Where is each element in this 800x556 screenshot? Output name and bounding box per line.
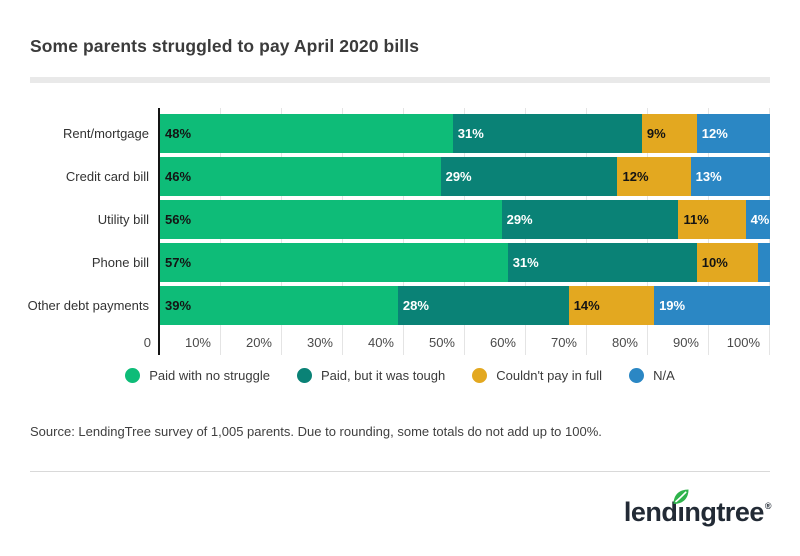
bar-value-label: 4% [750,212,770,227]
bar-segment: 12% [696,114,770,153]
bar-segment: 56% [160,200,502,239]
bar-value-label: 46% [165,169,192,184]
bar-value-label: 39% [165,298,192,313]
bar-segment: 13% [690,157,770,196]
bar-segment: 11% [678,200,746,239]
x-axis-tick-label: 70% [550,334,577,350]
x-axis-tick-label: 20% [245,334,272,350]
title-divider [30,77,770,83]
bar-value-label: 19% [659,298,686,313]
chart-title: Some parents struggled to pay April 2020… [30,36,420,56]
bar-value-label: 9% [646,126,666,141]
bar-segment: 9% [641,114,697,153]
legend-item: Paid, but it was tough [296,368,446,383]
legend-label: Paid with no struggle [149,368,270,383]
category-label: Credit card bill [65,169,149,184]
bar-value-label: 29% [445,169,472,184]
bar-value-label: 14% [573,298,600,313]
legend-item: N/A [629,368,675,383]
lendingtree-logo: lendıngtree® [624,489,772,532]
bar-segment: 29% [440,157,618,196]
legend-label: N/A [653,368,675,383]
bar-value-label: 57% [165,255,192,270]
bar-value-label: 10% [701,255,728,270]
logo-wordmark: lendıngtree® [623,489,772,538]
bar-value-label: 11% [683,212,709,227]
bar-segment: 10% [696,243,758,282]
bar-segment: 29% [501,200,679,239]
bar-row: 39% 28% 14% 19% [160,286,770,325]
bar-segment: 31% [507,243,697,282]
bar-row: 56% 29% 11% 4% [160,200,770,239]
legend-item: Couldn't pay in full [472,368,602,383]
x-axis-tick-zero: 0 [143,334,151,350]
footer-divider [30,471,770,472]
category-label: Utility bill [97,212,149,227]
legend-swatch [472,368,488,383]
category-label: Rent/mortgage [63,126,149,141]
x-axis-tick-label: 60% [489,334,516,350]
bar-value-label: 29% [506,212,533,227]
x-axis-tick-label: 90% [672,334,699,350]
bar-segment: 48% [160,114,453,153]
bar-value-label: 28% [402,298,429,313]
legend-swatch [125,368,141,383]
x-axis-tick-label: 80% [611,334,638,350]
x-axis-tick-label: 40% [367,334,394,350]
bar-value-label: 31% [512,255,539,270]
category-label: Other debt payments [27,298,149,313]
legend-label: Couldn't pay in full [496,368,603,383]
bar-segment: 19% [654,286,770,325]
stacked-bar-chart: Rent/mortgage Credit card bill Utility bil… [27,108,770,355]
bar-value-label: 48% [165,126,192,141]
bar-segment: 4% [745,200,770,239]
bar-value-label: 56% [165,212,192,227]
bar-value-label: 31% [457,126,484,141]
logo-text: lendıngtree [623,497,765,527]
bar-row: 46% 29% 12% 13% [160,157,770,196]
bar-segment: 31% [452,114,642,153]
category-labels: Rent/mortgage Credit card bill Utility bil… [27,108,158,355]
bar-value-label: 13% [695,169,722,184]
bar-segment: 57% [160,243,508,282]
bar-rows: 48% 31% 9% 12% 46% 29% 12% 13% 56% 29% 11% 4% 57% 31%… [160,114,770,325]
legend-swatch [296,368,312,383]
bar-row: 57% 31% 10% [160,243,770,282]
x-axis-tick-row: 10% 20% 30% 40% 50% 60% 70% 80% 90% 100% [160,329,770,355]
bar-value-label: 12% [701,126,728,141]
bar-segment: 39% [160,286,398,325]
x-axis-tick-label: 30% [306,334,333,350]
bar-segment: 12% [617,157,691,196]
source-note: Source: LendingTree survey of 1,005 pare… [30,424,602,439]
registered-mark-icon: ® [764,501,772,511]
plot-area: 48% 31% 9% 12% 46% 29% 12% 13% 56% 29% 11% 4% 57% 31%… [158,108,770,355]
legend: Paid with no struggle Paid, but it was to… [0,368,800,383]
legend-item: Paid with no struggle [125,368,270,383]
x-axis-tick-label: 100% [726,334,760,350]
x-axis-tick-label: 10% [184,334,211,350]
bar-segment [757,243,770,282]
legend-swatch [629,368,645,383]
category-label: Phone bill [91,255,149,270]
x-axis-tick-label: 50% [428,334,455,350]
bar-segment: 14% [568,286,655,325]
bar-value-label: 12% [622,169,649,184]
bar-segment: 28% [397,286,569,325]
legend-label: Paid, but it was tough [320,368,446,383]
bar-row: 48% 31% 9% 12% [160,114,770,153]
leaf-icon [673,489,689,504]
bar-segment: 46% [160,157,441,196]
